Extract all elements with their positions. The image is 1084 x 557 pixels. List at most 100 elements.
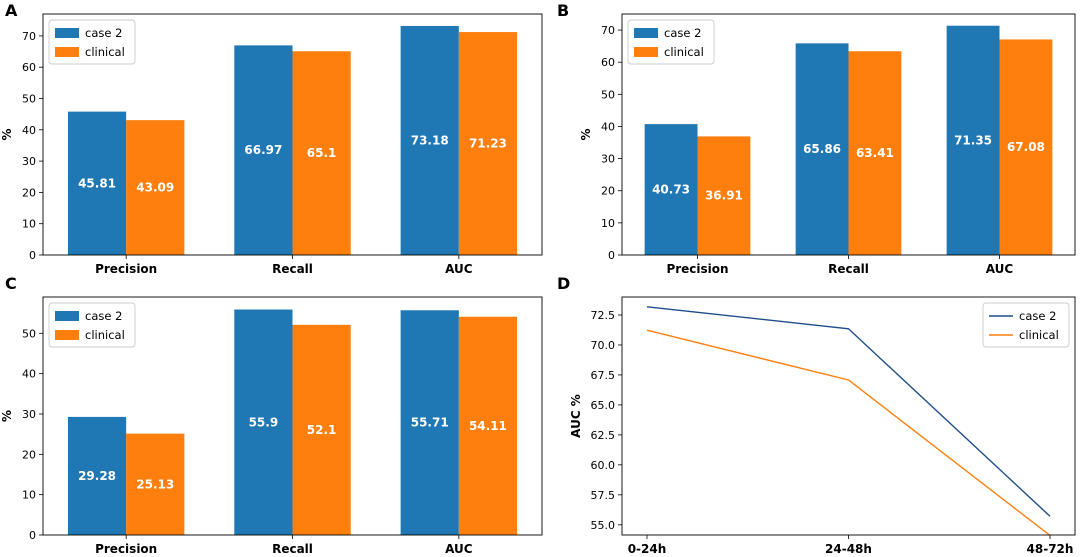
y-tick-label: 10: [601, 217, 615, 230]
bar-auc-clinical: [458, 316, 518, 535]
y-tick-label: 50: [22, 93, 36, 106]
bar-value-label: 73.18: [411, 133, 449, 147]
y-tick-label: 67.5: [591, 369, 616, 382]
x-tick-label: Recall: [272, 262, 313, 276]
bar-precision-clinical: [126, 433, 185, 535]
bar-auc-case-2: [946, 25, 1000, 255]
y-tick-label: 70: [601, 24, 615, 37]
bar-value-label: 52.1: [307, 423, 337, 437]
bar-value-label: 66.97: [244, 143, 282, 157]
y-tick-label: 72.5: [591, 309, 616, 322]
plot-frame: [621, 296, 1076, 536]
bar-auc-case-2: [400, 310, 459, 535]
legend-swatch: [55, 330, 79, 340]
bar-recall-case-2: [234, 45, 293, 256]
legend-label: clinical: [85, 45, 125, 59]
legend-box: [982, 302, 1070, 348]
y-axis-ticks: 0 10 20 30 40 50 60 70: [601, 24, 622, 262]
y-tick-label: 40: [22, 368, 36, 381]
x-tick-label: AUC: [445, 262, 473, 276]
bar-value-label: 65.86: [803, 142, 841, 156]
legend: case 2 clinical: [627, 19, 715, 65]
y-axis-ticks: 0 10 20 30 40 50: [22, 327, 43, 542]
x-tick-label: AUC: [445, 542, 473, 556]
bar-recall-clinical: [292, 51, 351, 255]
x-tick-label: Precision: [666, 262, 728, 276]
y-axis-label: %: [579, 128, 593, 140]
legend-label: clinical: [664, 45, 704, 59]
y-tick-label: 60.0: [591, 459, 616, 472]
legend: case 2 clinical: [48, 19, 136, 65]
bar-value-label: 55.71: [411, 416, 449, 430]
y-axis-ticks: 0 10 20 30 40 50 60 70: [22, 30, 43, 262]
legend-label: clinical: [1019, 328, 1059, 342]
x-tick-label: Precision: [95, 262, 157, 276]
legend-label: case 2: [1019, 309, 1056, 323]
panel-label: C: [5, 274, 17, 293]
y-tick-label: 57.5: [591, 489, 616, 502]
bar-precision-clinical: [126, 120, 185, 255]
bar-auc-clinical: [999, 39, 1053, 255]
legend-swatch: [634, 28, 658, 38]
bar-value-label: 45.81: [78, 176, 116, 190]
bar-value-label: 29.28: [78, 469, 116, 483]
bars: 45.81 43.09 66.97 65.1 73.18 71.23: [67, 25, 518, 256]
y-tick-label: 20: [22, 186, 36, 199]
panel-label: A: [5, 1, 18, 20]
plot-frame: [621, 13, 1076, 256]
legend-label: case 2: [85, 26, 122, 40]
bar-value-label: 71.23: [469, 137, 507, 151]
y-tick-label: 40: [22, 124, 36, 137]
y-tick-label: 70: [22, 30, 36, 43]
x-tick-label: 0-24h: [628, 542, 667, 556]
y-tick-label: 10: [22, 218, 36, 231]
bar-value-label: 63.41: [856, 146, 894, 160]
y-tick-label: 10: [22, 489, 36, 502]
bar-recall-case-2: [795, 43, 849, 255]
legend: case 2 clinical: [982, 302, 1070, 348]
bars: 40.73 36.91 65.86 63.41 71.35 67.08: [644, 25, 1053, 255]
panel-label: B: [557, 1, 569, 20]
y-axis-label: %: [0, 128, 14, 140]
bar-auc-case-2: [400, 25, 459, 256]
legend-swatch: [634, 47, 658, 57]
y-tick-label: 50: [601, 88, 615, 101]
bar-value-label: 25.13: [136, 477, 174, 491]
y-axis-label: %: [0, 410, 14, 422]
y-tick-label: 20: [22, 448, 36, 461]
y-tick-label: 0: [29, 249, 36, 262]
legend-swatch: [55, 311, 79, 321]
y-tick-label: 30: [22, 408, 36, 421]
y-tick-label: 60: [22, 61, 36, 74]
y-tick-label: 50: [22, 327, 36, 340]
bar-chart-A: A 0 10 20 30 40 50 60 70% 45.81 43.09 66.97 65.1 73.1…: [0, 1, 543, 276]
legend-swatch: [55, 47, 79, 57]
plot-frame: [42, 13, 543, 256]
plot-frame: [42, 296, 543, 536]
bar-precision-clinical: [697, 136, 751, 255]
x-tick-label: Recall: [272, 542, 313, 556]
line-chart-D: D 55.0 57.5 60.0 62.5 65.0 67.5 70.0 72.5 AUC % 0-…: [557, 274, 1076, 556]
y-tick-label: 0: [608, 249, 615, 262]
legend-label: case 2: [85, 309, 122, 323]
bar-recall-clinical: [292, 324, 351, 535]
y-tick-label: 30: [601, 153, 615, 166]
y-tick-label: 20: [601, 185, 615, 198]
x-tick-label: 24-48h: [825, 542, 872, 556]
series-line-clinical: [646, 329, 1051, 537]
y-tick-label: 30: [22, 155, 36, 168]
bars: 29.28 25.13 55.9 52.1 55.71 54.11: [67, 309, 518, 535]
x-tick-label: 48-72h: [1027, 542, 1074, 556]
panel-label: D: [557, 274, 570, 293]
bar-value-label: 71.35: [954, 133, 992, 147]
series-lines: [646, 306, 1051, 537]
legend-swatch: [55, 28, 79, 38]
y-axis-label: AUC %: [569, 394, 583, 438]
y-tick-label: 55.0: [591, 519, 616, 532]
legend-label: case 2: [664, 26, 701, 40]
y-tick-label: 60: [601, 56, 615, 69]
y-tick-label: 65.0: [591, 399, 616, 412]
y-tick-label: 0: [29, 529, 36, 542]
series-line-case-2: [646, 306, 1051, 517]
